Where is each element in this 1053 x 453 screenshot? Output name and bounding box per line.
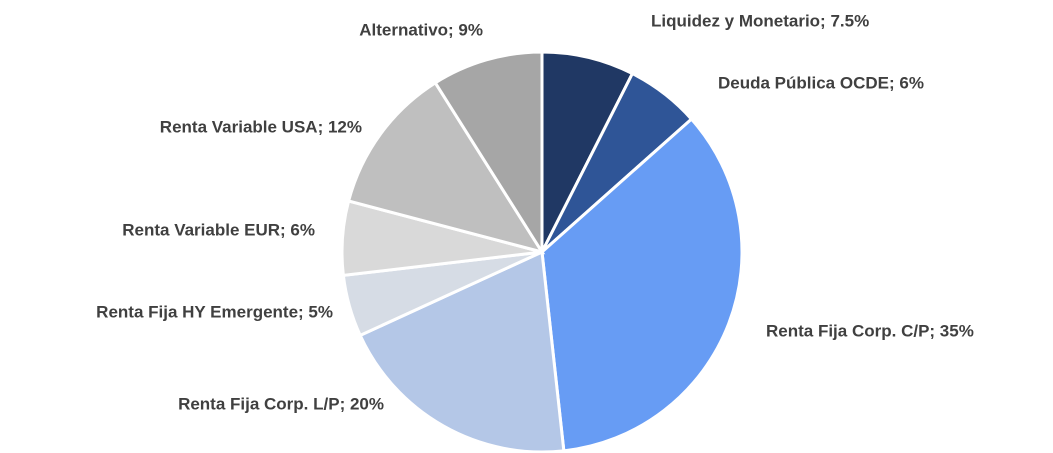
slice-label: Deuda Pública OCDE; 6% (718, 73, 924, 92)
pie-slice (540, 116, 744, 453)
slice-label: Liquidez y Monetario; 7.5% (651, 11, 869, 30)
slice-label: Alternativo; 9% (359, 20, 483, 39)
pie-slice (346, 80, 546, 255)
slice-label: Renta Fija HY Emergente; 5% (96, 302, 333, 321)
slice-label: Renta Variable USA; 12% (160, 117, 362, 136)
pie-slice (358, 249, 566, 453)
slice-label: Renta Variable EUR; 6% (122, 220, 315, 239)
pie-slice (433, 50, 544, 258)
slice-label: Renta Fija Corp. L/P; 20% (178, 394, 384, 413)
slice-label: Renta Fija Corp. C/P; 35% (766, 321, 974, 340)
